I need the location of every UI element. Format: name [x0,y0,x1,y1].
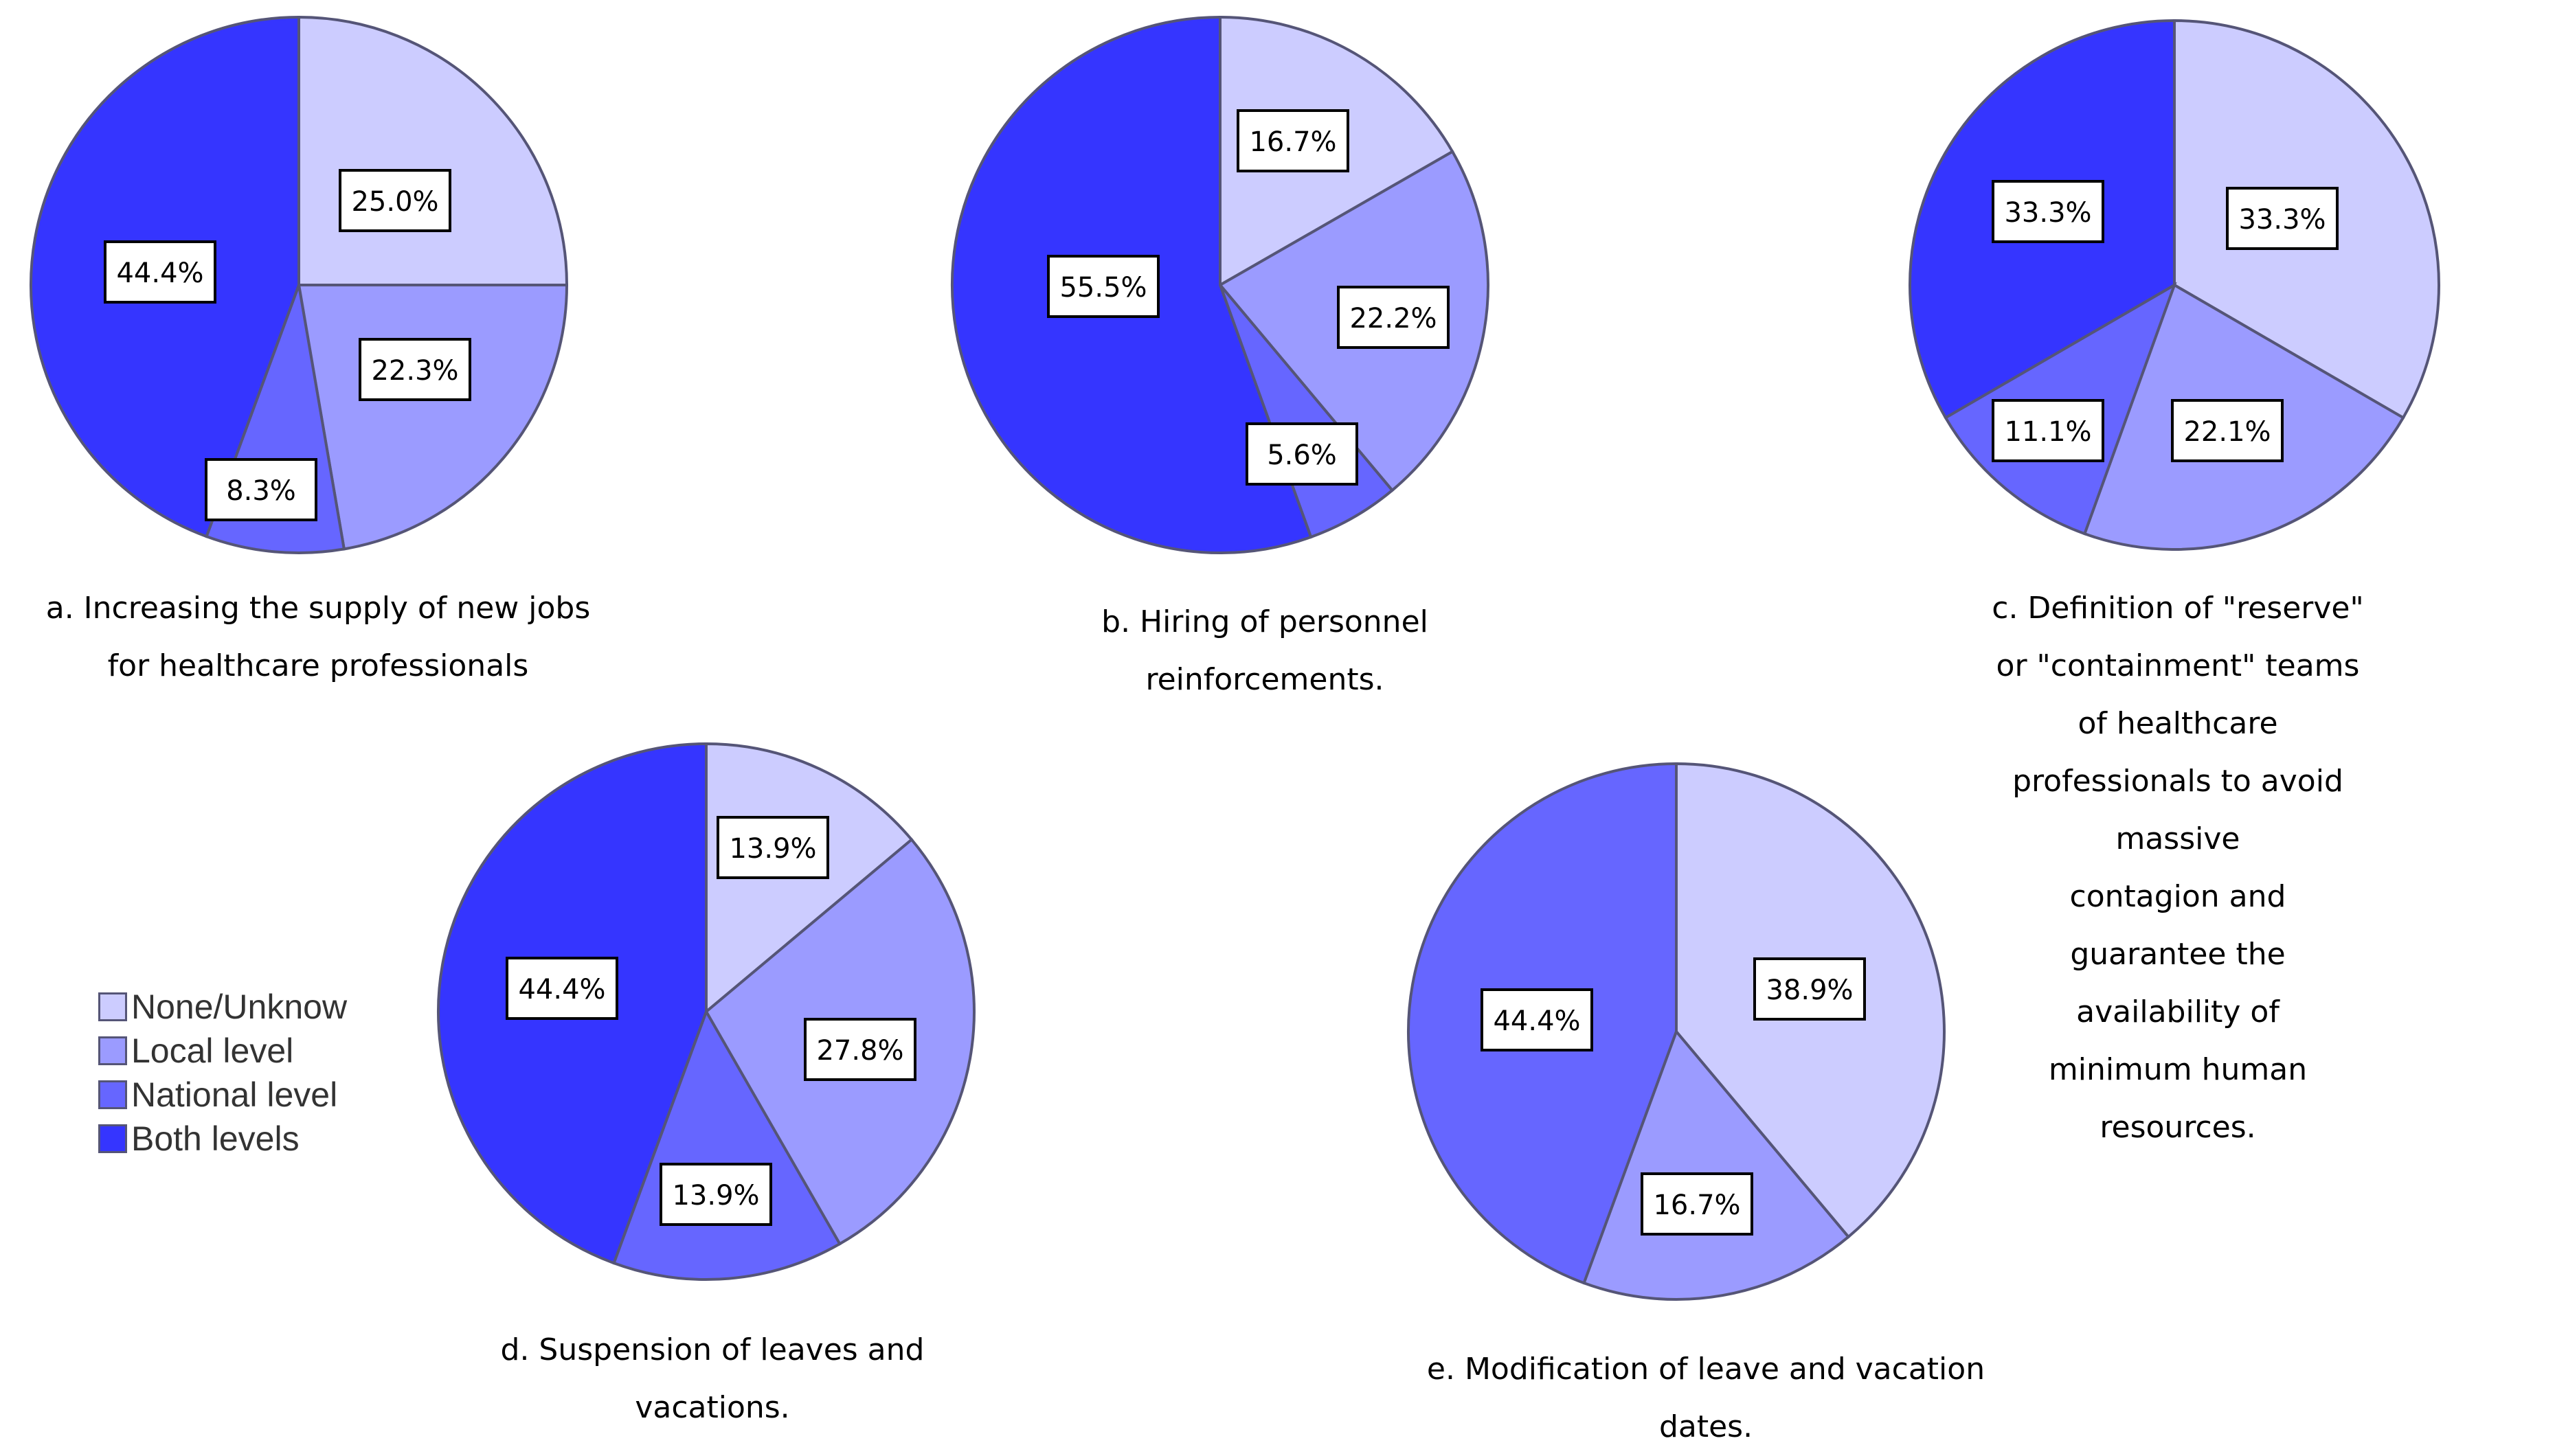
pie-d-label-box-2 [660,1163,772,1226]
pie-d-label-1: 27.8% [804,1018,916,1081]
legend-item-none: None/Unknow [98,985,347,1029]
legend-item-both: Both levels [98,1117,347,1161]
pie-e-label-box-2 [1481,988,1593,1051]
pie-e-label-box-1 [1641,1172,1753,1236]
pie-c-label-1: 22.1% [2171,399,2284,462]
caption-e: e. Modification of leave and vacation da… [1426,1352,1985,1444]
pie-d-label-3: 44.4% [506,957,618,1020]
pie-b-label-2: 5.6% [1246,422,1358,486]
pie-d-label-text-1: 27.8% [816,1035,903,1067]
legend: None/Unknow Local level National level B… [98,985,347,1161]
pie-c-label-box-1 [2171,399,2284,462]
pie-a-label-box-1 [359,338,471,401]
pie-a-slice-none-unknow [297,15,569,286]
pie-c-label-box-0 [2226,187,2339,250]
pie-b-label-text-3: 55.5% [1059,272,1147,304]
pie-d-label-text-0: 13.9% [729,833,816,865]
pie-b-label-text-0: 16.7% [1249,126,1336,158]
legend-label-none: None/Unknow [131,988,348,1026]
pie-b-label-1: 22.2% [1337,286,1450,349]
pie-c-label-text-3: 33.3% [2004,197,2091,229]
pie-d-label-text-3: 44.4% [518,974,605,1005]
pie-d-label-box-3 [506,957,618,1020]
pie-b-label-3: 55.5% [1047,255,1160,318]
pie-d-label-2: 13.9% [660,1163,772,1226]
pie-a-label-text-2: 8.3% [226,475,296,507]
caption-d: d. Suspension of leaves and vacations. [500,1332,925,1425]
pie-e-label-box-0 [1753,957,1866,1021]
pie-a-label-3: 44.4% [104,240,216,304]
pie-a-slice-local-level [297,284,569,551]
pie-c-label-box-2 [1992,399,2104,462]
pie-b-label-text-2: 5.6% [1267,440,1337,471]
pie-a-label-box-3 [104,240,216,304]
pie-a-label-text-0: 25.0% [351,186,438,218]
pie-b-label-0: 16.7% [1237,109,1349,172]
legend-label-local: Local level [131,1032,294,1070]
legend-item-national: National level [98,1073,347,1117]
pie-c-label-text-0: 33.3% [2238,204,2326,236]
pie-c-label-box-3 [1992,180,2104,243]
pie-a-label-text-1: 22.3% [371,355,458,387]
legend-label-national: National level [131,1076,338,1114]
pie-c-label-2: 11.1% [1992,399,2104,462]
caption-a: a. Increasing the supply of new jobs for… [45,591,591,683]
pie-d-label-text-2: 13.9% [672,1180,759,1212]
legend-swatch-none [98,992,127,1021]
pie-d-label-box-1 [804,1018,916,1081]
pie-a-label-0: 25.0% [339,169,451,232]
legend-label-both: Both levels [131,1119,300,1158]
pie-c-label-text-1: 22.1% [2183,416,2271,448]
pie-b-label-box-0 [1237,109,1349,172]
pie-c-label-3: 33.3% [1992,180,2104,243]
pie-a-label-box-2 [205,458,317,521]
caption-c: c. Definition of "reserve" or "containme… [1992,591,2364,1145]
pie-d-label-0: 13.9% [717,816,829,879]
pie-c-label-text-2: 11.1% [2004,416,2091,448]
legend-swatch-both [98,1124,127,1153]
pie-a-label-1: 22.3% [359,338,471,401]
pie-e-label-1: 16.7% [1641,1172,1753,1236]
legend-swatch-national [98,1080,127,1109]
legend-swatch-local [98,1036,127,1065]
pie-a-label-box-0 [339,169,451,232]
pie-b-label-box-2 [1246,422,1358,486]
pie-e-label-text-1: 16.7% [1653,1190,1740,1221]
pie-e-label-2: 44.4% [1481,988,1593,1051]
pie-b-label-text-1: 22.2% [1349,303,1437,334]
pie-e-label-text-0: 38.9% [1766,975,1853,1006]
pie-e-label-text-2: 44.4% [1493,1005,1580,1037]
pie-a-label-2: 8.3% [205,458,317,521]
pie-b-label-box-3 [1047,255,1160,318]
caption-b: b. Hiring of personnel reinforcements. [1101,604,1428,697]
pie-c-label-0: 33.3% [2226,187,2339,250]
pie-a-label-text-3: 44.4% [116,258,203,289]
legend-item-local: Local level [98,1029,347,1073]
pie-d-label-box-0 [717,816,829,879]
pie-b-label-box-1 [1337,286,1450,349]
pie-e-label-0: 38.9% [1753,957,1866,1021]
